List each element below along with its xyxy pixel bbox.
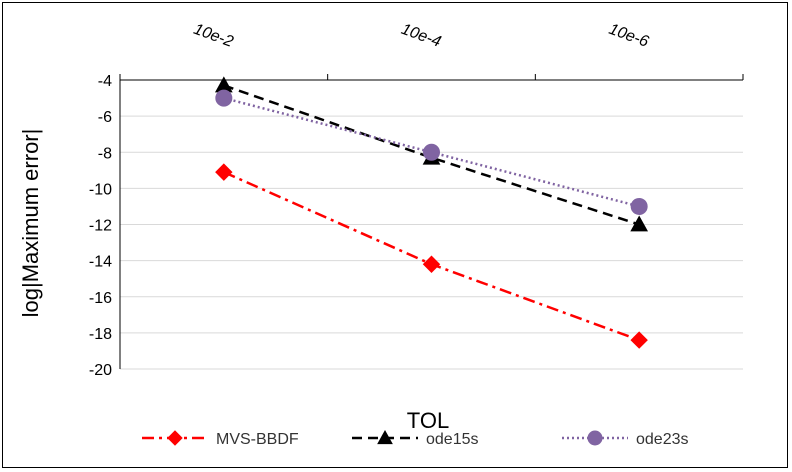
legend-item-ode23s: ode23s: [562, 430, 689, 448]
legend-label: ode23s: [636, 431, 689, 448]
series-ode23s: [215, 89, 648, 215]
x-tick-label: 10e-2: [191, 21, 235, 51]
y-tick-labels: -4 -6 -8 -10 -12 -14 -16 -18 -20: [89, 73, 112, 379]
x-tick-label: 10e-4: [399, 21, 443, 51]
legend-label: ode15s: [426, 431, 479, 448]
legend: MVS-BBDF ode15s ode23s: [142, 429, 689, 448]
y-tick-label: -14: [89, 254, 112, 271]
y-tick-label: -4: [98, 73, 112, 90]
y-tick-label: -10: [89, 181, 112, 198]
legend-item-ode15s: ode15s: [352, 429, 479, 448]
series-line: [223, 96, 640, 208]
data-point: [215, 89, 233, 107]
x-axis-title: TOL: [407, 408, 449, 433]
series-mvs-bbdf: [215, 163, 648, 349]
gridlines: [120, 79, 743, 370]
data-point: [630, 215, 649, 232]
data-point: [423, 143, 440, 161]
data-point: [215, 163, 233, 181]
y-tick-label: -12: [89, 218, 112, 235]
data-point: [422, 255, 441, 273]
y-tick-label: -16: [89, 290, 112, 307]
x-tick-labels: 10e-2 10e-4 10e-6: [191, 21, 651, 51]
y-tick-label: -18: [89, 326, 112, 343]
legend-marker: [377, 429, 393, 445]
legend-marker: [167, 430, 183, 446]
y-axis-title: log|Maximum error|: [18, 129, 43, 318]
legend-item-mvs-bbdf: MVS-BBDF: [142, 430, 299, 448]
axes: [119, 74, 744, 369]
data-point: [630, 331, 648, 349]
y-tick-label: -20: [89, 362, 112, 379]
x-tick-label: 10e-6: [607, 21, 651, 51]
y-tick-label: -6: [98, 109, 112, 126]
series-line: [223, 84, 640, 226]
legend-marker: [587, 430, 603, 446]
data-point: [630, 197, 648, 215]
legend-label: MVS-BBDF: [216, 431, 299, 448]
series-group: [214, 76, 649, 349]
y-tick-label: -8: [98, 145, 112, 162]
